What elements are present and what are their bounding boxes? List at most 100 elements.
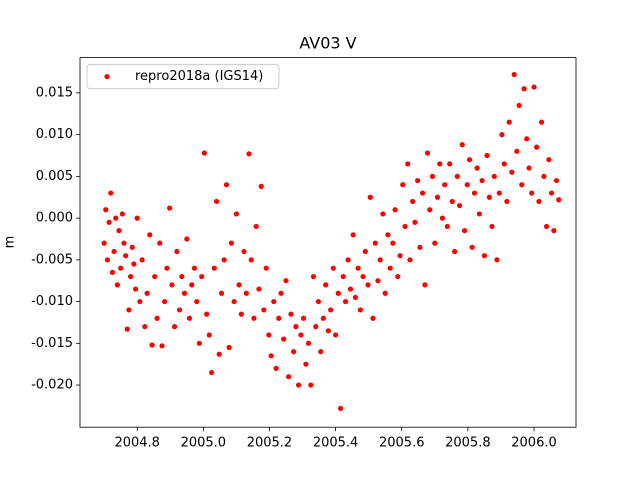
data-point xyxy=(142,324,148,330)
data-point xyxy=(516,102,522,109)
data-point xyxy=(387,265,393,271)
data-point xyxy=(238,311,244,317)
data-point xyxy=(452,248,458,255)
data-point xyxy=(243,290,249,296)
data-point xyxy=(152,273,158,280)
y-tick-label: -0.005 xyxy=(31,252,73,267)
data-point xyxy=(315,298,322,305)
data-point xyxy=(474,165,480,171)
data-point xyxy=(551,228,557,234)
data-point xyxy=(337,405,344,412)
data-point xyxy=(556,197,562,203)
data-point xyxy=(489,223,495,230)
data-point xyxy=(206,332,212,338)
data-point xyxy=(233,211,240,217)
data-point xyxy=(218,290,225,296)
data-point xyxy=(261,307,267,313)
legend-label: repro2018a (IGS14) xyxy=(135,69,263,84)
data-point xyxy=(295,382,302,388)
data-point xyxy=(449,198,455,205)
data-point xyxy=(481,253,488,259)
data-point xyxy=(231,298,237,305)
data-point xyxy=(536,198,542,205)
data-point xyxy=(196,340,202,346)
y-tick-label: -0.020 xyxy=(31,378,73,393)
data-point xyxy=(174,248,180,255)
data-point xyxy=(194,298,200,305)
data-point xyxy=(437,161,443,167)
data-point xyxy=(415,177,421,184)
data-point xyxy=(276,315,282,321)
data-point xyxy=(159,343,165,349)
data-point xyxy=(131,261,137,267)
data-point xyxy=(134,215,140,221)
data-point xyxy=(385,232,391,238)
data-point xyxy=(526,165,532,171)
data-point xyxy=(417,244,423,250)
data-point xyxy=(149,342,155,348)
data-point xyxy=(442,182,448,188)
data-point xyxy=(184,236,190,242)
data-point xyxy=(251,315,257,321)
data-point xyxy=(519,182,525,188)
data-point xyxy=(111,248,117,255)
data-point xyxy=(347,286,354,292)
data-point xyxy=(144,290,150,296)
data-point xyxy=(405,161,411,167)
data-point xyxy=(333,332,339,338)
data-point xyxy=(323,282,329,288)
data-point xyxy=(313,324,319,330)
data-point xyxy=(291,349,297,355)
data-point xyxy=(236,282,242,288)
data-point xyxy=(499,132,505,138)
data-point xyxy=(506,119,512,125)
data-point xyxy=(345,257,351,263)
data-point xyxy=(439,215,446,221)
data-point xyxy=(113,215,119,221)
data-point xyxy=(370,315,376,321)
data-point xyxy=(330,265,336,271)
data-point xyxy=(459,142,465,148)
data-point xyxy=(365,282,371,288)
data-point xyxy=(362,248,368,255)
data-point xyxy=(484,152,490,159)
data-point xyxy=(114,282,120,288)
data-point xyxy=(504,198,510,205)
data-point xyxy=(454,173,460,179)
y-tick-label: 0.015 xyxy=(36,85,73,100)
data-point xyxy=(228,240,235,246)
data-point xyxy=(407,257,413,263)
axes-frame xyxy=(79,57,577,428)
data-point xyxy=(271,298,277,305)
data-point xyxy=(256,286,262,292)
data-point xyxy=(221,257,227,263)
data-point xyxy=(211,265,217,271)
data-point xyxy=(352,294,359,301)
data-point xyxy=(543,223,550,230)
data-point xyxy=(434,194,441,200)
data-point xyxy=(514,148,520,154)
data-point xyxy=(106,219,112,225)
data-point xyxy=(524,136,530,142)
data-point xyxy=(546,157,552,163)
data-point xyxy=(300,315,307,321)
data-point xyxy=(108,190,114,196)
data-point xyxy=(293,324,299,330)
data-point xyxy=(382,290,388,296)
data-point xyxy=(427,207,433,213)
data-point xyxy=(461,228,468,234)
data-point xyxy=(350,232,356,238)
data-point xyxy=(419,190,426,196)
data-point xyxy=(447,161,453,167)
data-point xyxy=(209,369,215,376)
data-point xyxy=(132,286,139,292)
data-point xyxy=(129,244,135,250)
data-point xyxy=(124,326,130,332)
data-point xyxy=(266,332,272,338)
x-tick-label: 2005.2 xyxy=(247,436,293,451)
data-point xyxy=(137,298,143,305)
x-tick-label: 2005.0 xyxy=(181,436,227,451)
data-point xyxy=(181,290,188,296)
data-point xyxy=(432,240,438,246)
